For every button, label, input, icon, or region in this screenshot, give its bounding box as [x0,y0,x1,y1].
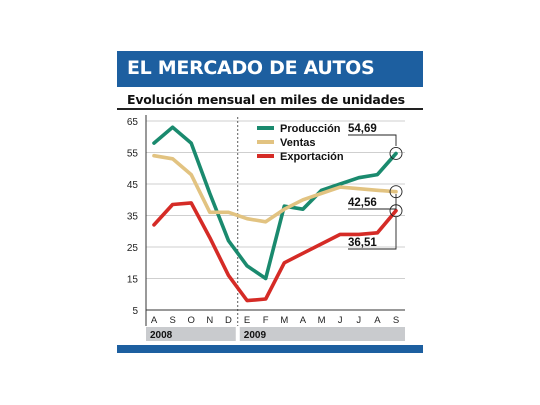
legend-label: Ventas [280,137,315,149]
bottom-bar [117,345,423,353]
x-tick-label: S [169,315,175,326]
title-bar: EL MERCADO DE AUTOS [117,51,423,87]
x-tick-label: A [374,315,381,326]
x-tick-label: A [151,315,158,326]
year-band [146,327,236,341]
year-label: 2009 [244,330,267,341]
x-tick-label: S [393,315,399,326]
x-tick-label: M [318,315,326,326]
chart-subtitle: Evolución mensual en miles de unidades [127,92,405,107]
legend-label: Producción [280,123,341,135]
callout-leader [389,194,397,210]
y-tick-label: 65 [127,117,139,128]
y-tick-label: 25 [127,243,139,254]
y-tick-label: 35 [127,212,139,223]
x-tick-label: J [338,315,343,326]
x-tick-label: N [206,315,213,326]
callout-leader [389,217,397,250]
y-tick-label: 5 [132,306,138,317]
end-point-marker [389,147,403,160]
x-tick-label: D [225,315,232,326]
x-tick-label: A [300,315,307,326]
y-tick-label: 45 [127,180,139,191]
year-label: 2008 [150,330,173,341]
series-line-ventas [152,153,398,224]
y-tick-label: 55 [127,149,139,160]
series-line-producción [152,125,398,281]
x-tick-label: F [263,315,269,326]
year-band [239,327,405,341]
series-line-exportación [152,201,398,303]
end-value-label: 54,69 [348,123,377,135]
x-tick-label: M [280,315,288,326]
end-value-label: 42,56 [348,197,377,209]
chart-title: EL MERCADO DE AUTOS [127,57,375,79]
y-tick-label: 15 [127,275,139,286]
legend-label: Exportación [280,151,344,163]
subtitle-divider [117,108,423,110]
x-tick-label: E [244,315,250,326]
callout-leader [389,134,397,146]
x-tick-label: J [356,315,361,326]
end-value-label: 36,51 [348,237,377,249]
x-tick-label: O [188,315,195,326]
